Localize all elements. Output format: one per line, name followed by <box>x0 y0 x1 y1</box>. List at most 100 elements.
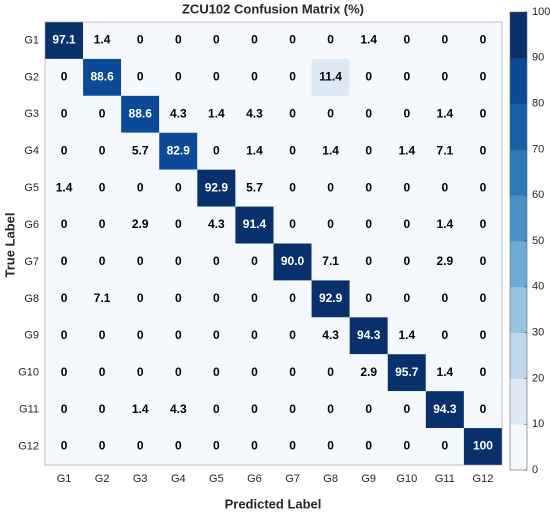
cell <box>463 22 502 59</box>
cell <box>425 95 464 133</box>
cell-label: 0 <box>251 402 258 416</box>
cell <box>273 354 312 392</box>
cell-label: 0 <box>175 439 182 453</box>
cell-label: 1.4 <box>398 328 415 342</box>
cell-label: 0 <box>61 328 68 342</box>
cell-label: 0 <box>61 143 68 157</box>
cell-label: 0 <box>175 291 182 305</box>
cell <box>425 243 464 281</box>
cell-label: 0 <box>61 365 68 379</box>
cell-label: 0 <box>137 291 144 305</box>
cell <box>425 354 464 392</box>
cell-label: 1.4 <box>56 180 73 194</box>
cell <box>121 132 160 170</box>
cell-label: 0 <box>251 328 258 342</box>
cell <box>197 354 236 392</box>
cell <box>45 280 84 318</box>
cell-label: 0 <box>442 70 449 84</box>
x-tick-label: G3 <box>133 473 148 485</box>
cell-label: 100 <box>473 439 493 453</box>
cell <box>45 95 84 133</box>
cell-label: 0 <box>61 106 68 120</box>
cell-label: 0 <box>442 291 449 305</box>
cell-label: 0 <box>442 328 449 342</box>
cell-label: 0 <box>403 402 410 416</box>
cell <box>387 280 426 318</box>
cell-label: 0 <box>251 439 258 453</box>
cell-label: 91.4 <box>243 217 267 231</box>
cell-label: 0 <box>61 70 68 84</box>
cell <box>349 428 388 465</box>
cell-label: 0 <box>480 254 487 268</box>
cell <box>197 206 236 244</box>
y-tick-label: G6 <box>24 219 39 231</box>
cell <box>387 391 426 429</box>
cell-label: 1.4 <box>398 143 415 157</box>
cell <box>311 169 350 207</box>
colorbar-segment <box>510 149 527 196</box>
cell <box>463 95 502 133</box>
cell <box>311 243 350 281</box>
cell-label: 0 <box>213 365 220 379</box>
colorbar-tick-label: 30 <box>532 327 544 339</box>
cell-label: 92.9 <box>205 180 229 194</box>
cell <box>121 428 160 465</box>
cell <box>235 243 274 281</box>
cell-label: 0 <box>175 217 182 231</box>
cell-label: 0 <box>327 402 334 416</box>
cell <box>83 22 122 59</box>
cell-label: 90.0 <box>281 254 305 268</box>
cell <box>235 169 274 207</box>
cell-label: 0 <box>365 70 372 84</box>
cell-label: 4.3 <box>246 106 263 120</box>
cell-label: 1.4 <box>437 217 454 231</box>
cell-label: 0 <box>175 328 182 342</box>
x-tick-label: G10 <box>396 473 417 485</box>
cell-label: 5.7 <box>132 143 149 157</box>
x-tick-label: G6 <box>247 473 262 485</box>
cell-label: 0 <box>327 106 334 120</box>
cell-label: 7.1 <box>322 254 339 268</box>
cell <box>463 428 502 465</box>
cell <box>235 58 274 96</box>
cell <box>121 317 160 355</box>
cell <box>349 391 388 429</box>
cell-label: 94.3 <box>433 402 457 416</box>
cell <box>159 354 198 392</box>
colorbar-segment <box>510 378 527 425</box>
cell-label: 0 <box>251 365 258 379</box>
cell <box>159 169 198 207</box>
cell <box>159 391 198 429</box>
cell-label: 0 <box>365 291 372 305</box>
cell-label: 97.1 <box>52 33 76 47</box>
colorbar-segment <box>510 332 527 379</box>
cell <box>235 428 274 465</box>
cell-label: 0 <box>175 254 182 268</box>
cell-label: 0 <box>365 217 372 231</box>
cell <box>311 391 350 429</box>
cell <box>311 280 350 318</box>
cell-label: 0 <box>175 180 182 194</box>
cell-label: 0 <box>327 217 334 231</box>
cell <box>197 95 236 133</box>
cell-label: 0 <box>480 217 487 231</box>
cell-label: 0 <box>175 365 182 379</box>
colorbar-segment <box>510 424 527 471</box>
cell <box>349 132 388 170</box>
cell <box>311 206 350 244</box>
cell <box>387 22 426 59</box>
cell <box>45 58 84 96</box>
cell <box>121 58 160 96</box>
cell-label: 0 <box>403 291 410 305</box>
cell-label: 2.9 <box>132 217 149 231</box>
x-tick-label: G5 <box>209 473 224 485</box>
cell <box>83 280 122 318</box>
colorbar-tick-label: 40 <box>532 281 544 293</box>
cell <box>425 58 464 96</box>
cell <box>159 243 198 281</box>
cell-label: 0 <box>365 106 372 120</box>
cell-label: 1.4 <box>437 365 454 379</box>
cell <box>235 132 274 170</box>
cell-label: 0 <box>480 180 487 194</box>
